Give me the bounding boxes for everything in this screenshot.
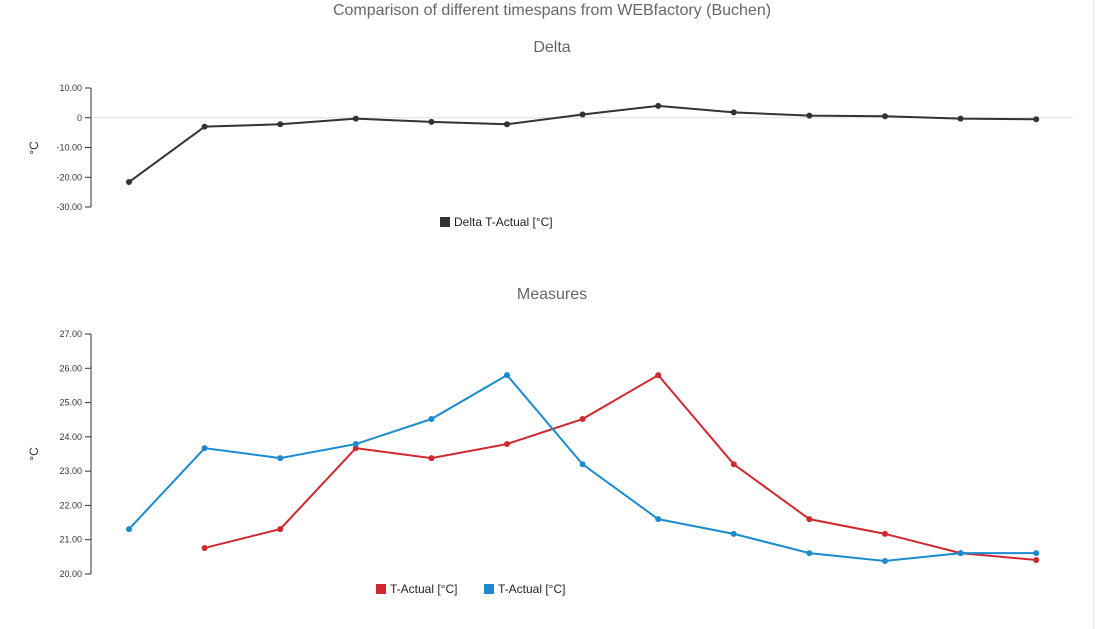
data-point [1033, 550, 1040, 557]
data-point [352, 445, 359, 452]
delta-y-axis-label: °C [27, 141, 41, 155]
y-tick-label: 26.00 [59, 363, 82, 373]
series-line [204, 373, 1037, 561]
data-point [201, 544, 208, 551]
y-tick-label: 0 [77, 113, 82, 123]
y-tick-label: 20.00 [59, 569, 82, 579]
data-point [882, 113, 888, 120]
legend-label: T-Actual [°C] [390, 582, 457, 596]
data-point [882, 530, 888, 537]
legend-label: T-Actual [°C] [498, 582, 565, 596]
legend-item[interactable]: T-Actual [°C] [376, 582, 457, 596]
data-point [579, 461, 586, 468]
data-point [655, 102, 662, 109]
data-point [579, 416, 586, 423]
measures-chart: 27.00 26.00 25.00 24.00 23.00 22.00 21.00 20.00… [59, 329, 1040, 596]
data-point [277, 526, 284, 533]
data-point [504, 121, 510, 128]
data-point [1033, 556, 1040, 563]
y-tick-label: 23.00 [59, 466, 82, 476]
y-tick-label: 22.00 [59, 500, 82, 510]
delta-chart: 10.00 0 -10.00 -20.00 -30.00 Delta T-Actual [… [56, 83, 1073, 229]
data-point [126, 526, 132, 533]
y-tick-label: 24.00 [59, 432, 82, 442]
data-point [201, 445, 208, 452]
legend-item[interactable]: T-Actual [°C] [484, 582, 565, 596]
data-point [730, 461, 737, 468]
data-point [428, 118, 435, 125]
legend-swatch [376, 584, 386, 594]
data-point [126, 179, 132, 186]
page-title: Comparison of different timespans from W… [333, 2, 771, 19]
data-point [957, 115, 964, 122]
data-point [730, 109, 737, 116]
right-border [1093, 0, 1094, 629]
data-point [277, 121, 284, 128]
data-point [201, 123, 208, 130]
data-point [504, 372, 510, 379]
measures-y-axis-label: °C [27, 447, 41, 461]
data-point [655, 516, 662, 523]
data-point [957, 550, 964, 557]
data-point [806, 516, 813, 523]
y-tick-label: 10.00 [59, 83, 82, 93]
data-point [277, 455, 284, 462]
delta-chart-title: Delta [533, 39, 570, 56]
data-point [882, 557, 888, 564]
measures-chart-title: Measures [517, 286, 587, 303]
legend-swatch [440, 217, 450, 227]
legend-swatch [484, 584, 494, 594]
data-point [428, 455, 435, 462]
legend-label: Delta T-Actual [°C] [454, 215, 553, 229]
data-point [730, 530, 737, 537]
y-tick-label: 21.00 [59, 535, 82, 545]
y-tick-label: -30.00 [56, 202, 82, 212]
y-tick-label: -20.00 [56, 172, 82, 182]
y-tick-label: 25.00 [59, 398, 82, 408]
y-tick-label: 27.00 [59, 329, 82, 339]
data-point [428, 416, 435, 423]
data-point [352, 115, 359, 122]
data-point [806, 550, 813, 557]
legend-item[interactable]: Delta T-Actual [°C] [440, 215, 553, 229]
data-point [1033, 116, 1040, 123]
data-point [352, 441, 359, 448]
data-point [806, 112, 813, 119]
data-point [579, 111, 586, 118]
y-tick-label: -10.00 [56, 143, 82, 153]
data-point [504, 441, 510, 448]
data-point [655, 372, 662, 379]
